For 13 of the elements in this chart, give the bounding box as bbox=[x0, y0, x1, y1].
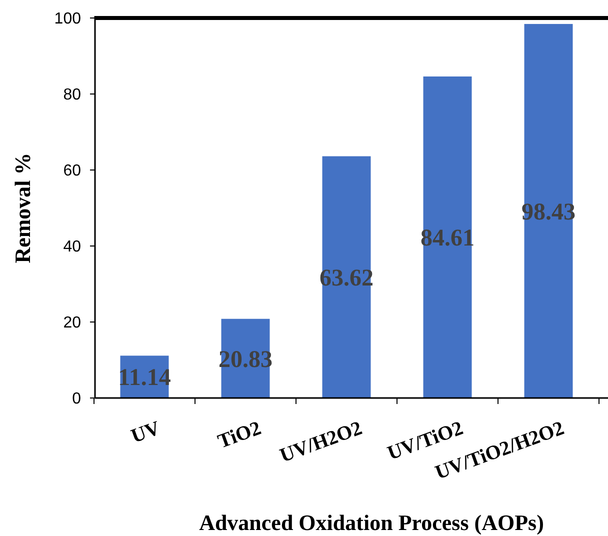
y-tick-label: 0 bbox=[72, 390, 82, 408]
bar bbox=[322, 156, 371, 398]
y-tick-label: 80 bbox=[63, 86, 82, 104]
x-axis-title: Advanced Oxidation Process (AOPs) bbox=[199, 510, 544, 535]
y-tick-label: 20 bbox=[63, 314, 82, 332]
bar bbox=[423, 76, 472, 398]
y-axis-title: Removal % bbox=[10, 152, 35, 264]
bar bbox=[524, 24, 573, 398]
y-tick-label: 60 bbox=[63, 162, 82, 180]
x-tick-label: UV bbox=[128, 416, 164, 448]
y-tick-label: 40 bbox=[63, 238, 82, 256]
y-tick-label: 100 bbox=[54, 10, 82, 28]
x-tick-label: TiO2 bbox=[215, 417, 264, 453]
